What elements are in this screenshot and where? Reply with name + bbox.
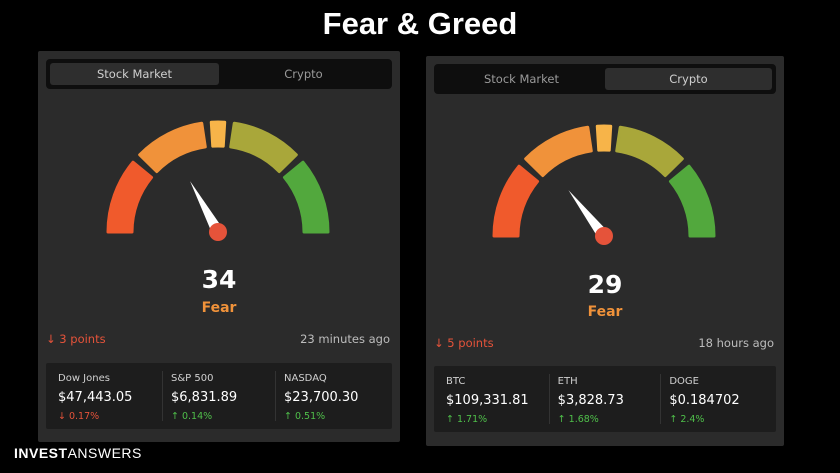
score-change: ↓ 3 points <box>46 332 106 346</box>
score-change: ↓ 5 points <box>434 336 494 350</box>
market-summary: BTC $109,331.81 ↑ 1.71% ETH $3,828.73 ↑ … <box>434 366 776 432</box>
fear-greed-gauge <box>106 120 330 241</box>
market-change: ↑ 1.68% <box>557 414 599 425</box>
market-summary: Dow Jones $47,443.05 ↓ 0.17% S&P 500 $6,… <box>46 363 392 429</box>
market-item-btc[interactable]: BTC $109,331.81 ↑ 1.71% <box>438 374 549 425</box>
market-item-eth[interactable]: ETH $3,828.73 ↑ 1.68% <box>548 374 661 425</box>
market-name: Dow Jones <box>58 373 110 384</box>
gauge-needle <box>568 190 609 240</box>
market-price: $23,700.30 <box>284 390 359 405</box>
tab-crypto[interactable]: Crypto <box>605 68 772 90</box>
last-updated: 23 minutes ago <box>300 332 390 346</box>
brand-logo: INVESTANSWERS <box>14 445 142 461</box>
market-item-dow-jones[interactable]: Dow Jones $47,443.05 ↓ 0.17% <box>50 371 162 422</box>
market-change: ↑ 0.14% <box>171 411 213 422</box>
market-price: $109,331.81 <box>446 393 529 408</box>
fear-greed-panel-stock: Stock Market Crypto 34 Fear ↓ 3 points 2… <box>38 51 400 442</box>
gauge-needle-pivot <box>595 227 613 245</box>
market-price: $0.184702 <box>669 393 740 408</box>
market-item-doge[interactable]: DOGE $0.184702 ↑ 2.4% <box>660 374 772 425</box>
gauge-sentiment-label: Fear <box>201 300 237 316</box>
gauge-needle-pivot <box>209 223 227 241</box>
tab-group: Stock Market Crypto <box>434 64 776 94</box>
market-name: ETH <box>557 376 578 387</box>
market-item-nasdaq[interactable]: NASDAQ $23,700.30 ↑ 0.51% <box>275 371 388 422</box>
market-name: BTC <box>446 376 466 387</box>
gauge-sentiment-label: Fear <box>587 304 623 320</box>
fear-greed-panel-crypto: Stock Market Crypto 29 Fear ↓ 5 points 1… <box>426 56 784 446</box>
segment-greed <box>615 125 684 178</box>
segment-extreme-greed <box>668 164 716 238</box>
segment-greed <box>229 121 298 174</box>
market-name: NASDAQ <box>284 373 327 384</box>
segment-extreme-fear <box>106 160 154 234</box>
market-price: $47,443.05 <box>58 390 133 405</box>
fear-greed-gauge <box>492 124 716 245</box>
tab-group: Stock Market Crypto <box>46 59 392 89</box>
segment-extreme-greed <box>282 160 330 234</box>
market-change: ↑ 0.51% <box>284 411 326 422</box>
market-name: S&P 500 <box>171 373 214 384</box>
segment-extreme-fear <box>492 164 540 238</box>
market-price: $3,828.73 <box>557 393 624 408</box>
market-change: ↑ 2.4% <box>669 414 705 425</box>
market-item-sp500[interactable]: S&P 500 $6,831.89 ↑ 0.14% <box>162 371 275 422</box>
market-price: $6,831.89 <box>171 390 238 405</box>
page-title: Fear & Greed <box>322 6 518 41</box>
market-change: ↓ 0.17% <box>58 411 100 422</box>
tab-stock-market[interactable]: Stock Market <box>50 63 219 85</box>
gauge-score: 29 <box>587 270 623 299</box>
last-updated: 18 hours ago <box>698 336 774 350</box>
tab-crypto[interactable]: Crypto <box>284 67 323 81</box>
gauge-score: 34 <box>201 265 237 294</box>
segment-neutral <box>209 120 227 148</box>
segment-fear <box>524 125 593 178</box>
market-name: DOGE <box>669 376 699 387</box>
segment-fear <box>138 121 207 174</box>
tab-stock-market[interactable]: Stock Market <box>483 72 559 86</box>
gauge-needle <box>190 181 224 235</box>
market-change: ↑ 1.71% <box>446 414 488 425</box>
segment-neutral <box>595 124 613 152</box>
